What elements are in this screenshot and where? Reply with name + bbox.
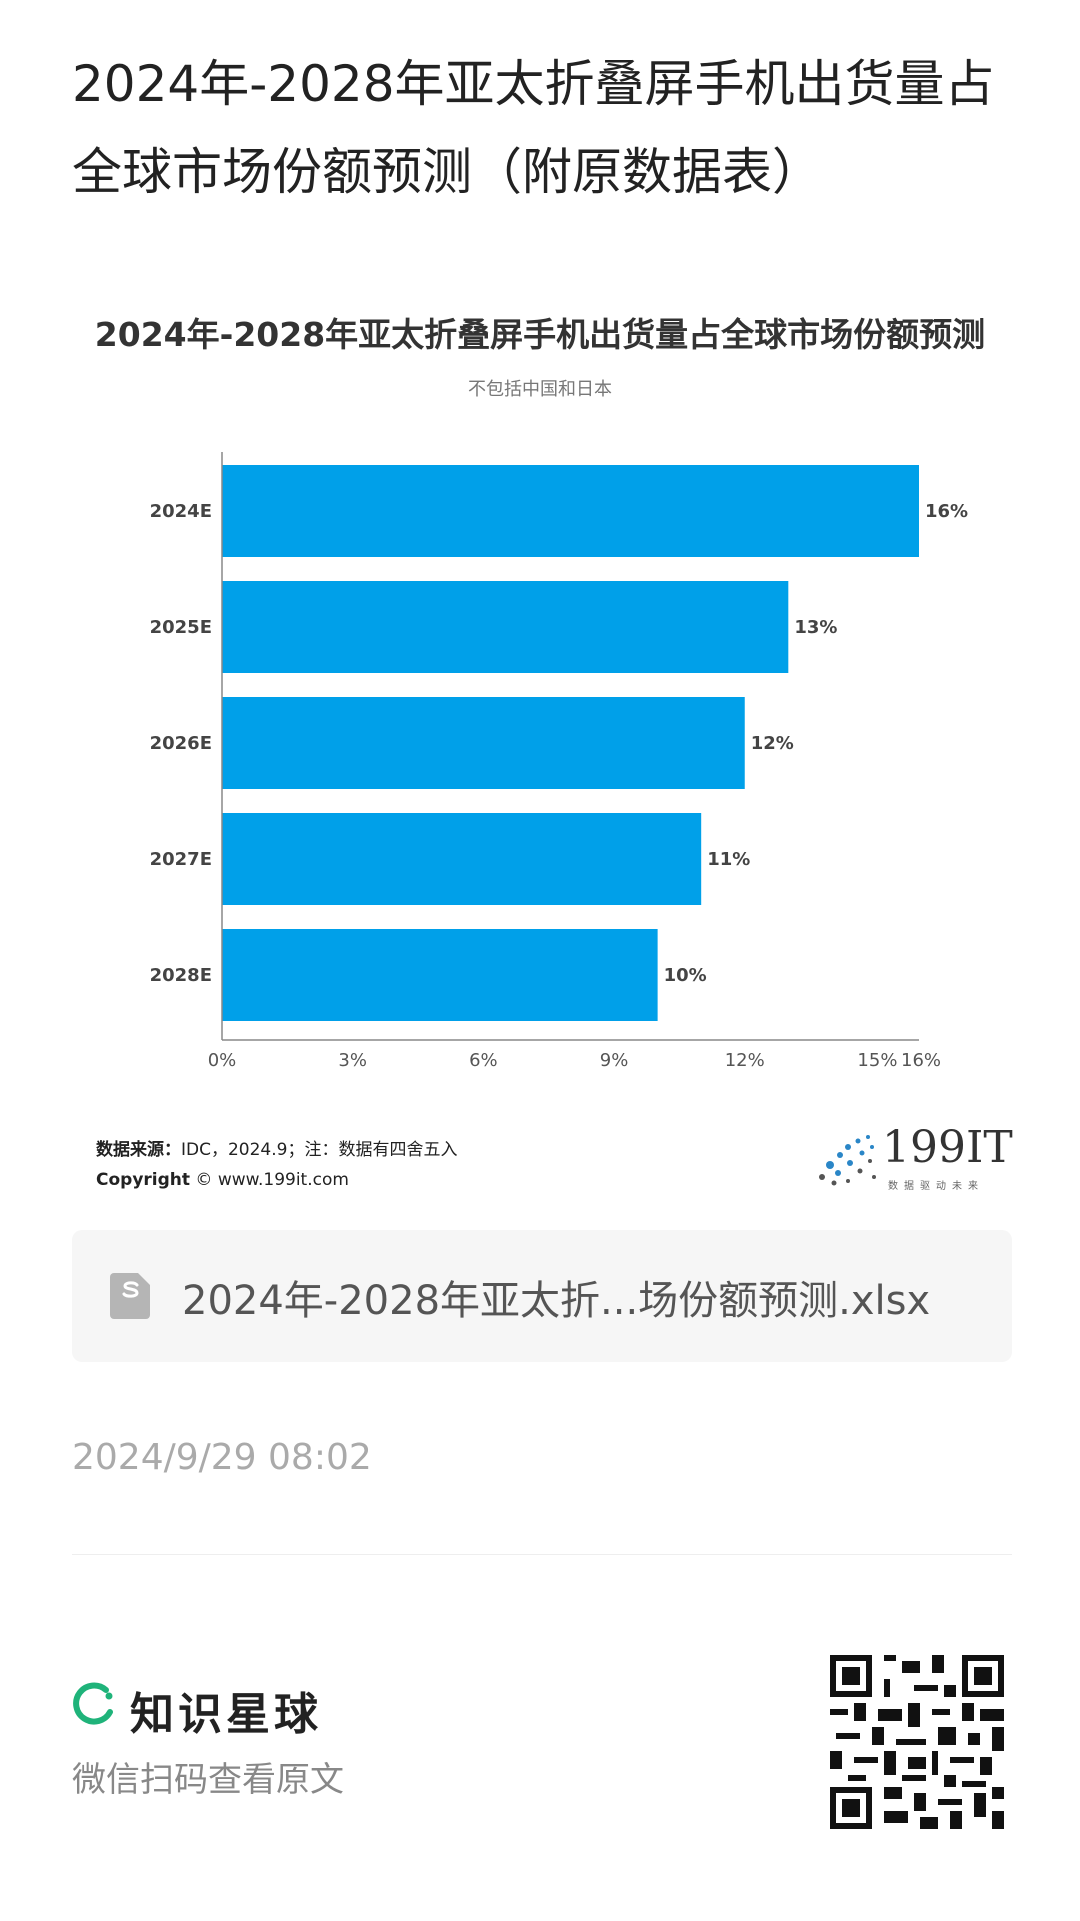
- value-label-2025E: 13%: [794, 617, 837, 638]
- source-text: IDC，2024.9；注：数据有四舍五入: [181, 1140, 458, 1160]
- scan-hint: 微信扫码查看原文: [72, 1760, 344, 1800]
- x-tick-label-3: 9%: [600, 1050, 629, 1071]
- x-tick-label-1: 3%: [338, 1050, 367, 1071]
- bar-2026E: [222, 697, 745, 789]
- value-label-2024E: 16%: [925, 501, 968, 522]
- qr-code-icon[interactable]: [830, 1655, 1004, 1829]
- bar-2028E: [222, 929, 658, 1021]
- x-tick-label-0: 0%: [208, 1050, 237, 1071]
- post-title-line-1: 2024年-2028年亚太折叠屏手机出货量占: [72, 55, 995, 113]
- post-timestamp: 2024/9/29 08:02: [72, 1437, 372, 1478]
- x-tick-label-6: 16%: [901, 1050, 941, 1071]
- category-label-2026E: 2026E: [150, 733, 212, 754]
- x-tick-label-2: 6%: [469, 1050, 498, 1071]
- copyright-label: Copyright: [96, 1170, 191, 1190]
- x-tick-label-5: 15%: [857, 1050, 897, 1071]
- bar-2024E: [222, 465, 919, 557]
- category-label-2024E: 2024E: [150, 501, 212, 522]
- brand-slogan: 数据驱动未来: [888, 1181, 984, 1192]
- bar-chart: 2024E 16% 2025E 13% 2026E 12% 2027E 11% 2028E 10%…: [150, 452, 968, 1071]
- post-title-line-2: 全球市场份额预测（附原数据表）: [72, 143, 822, 201]
- copyright-line: Copyright © www.199it.com: [96, 1165, 457, 1195]
- bar-2027E: [222, 813, 702, 905]
- category-label-2025E: 2025E: [150, 617, 212, 638]
- bar-2025E: [222, 581, 789, 673]
- file-attachment-card[interactable]: 2024年-2028年亚太折...场份额预测.xlsx: [72, 1230, 1012, 1362]
- zsxq-app-name: 知识星球: [130, 1689, 322, 1740]
- value-label-2026E: 12%: [751, 733, 794, 754]
- chart-subtitle: 不包括中国和日本: [468, 379, 612, 400]
- category-label-2027E: 2027E: [150, 849, 212, 870]
- brand-dots-icon: [819, 1135, 876, 1186]
- value-label-2027E: 11%: [707, 849, 750, 870]
- chart-title: 2024年-2028年亚太折叠屏手机出货量占全球市场份额预测: [94, 315, 986, 354]
- source-label: 数据来源：: [96, 1140, 181, 1160]
- post-title: 2024年-2028年亚太折叠屏手机出货量占 全球市场份额预测（附原数据表）: [72, 40, 1012, 216]
- x-tick-label-4: 12%: [725, 1050, 765, 1071]
- brand-name: 199IT: [882, 1122, 1013, 1173]
- category-label-2028E: 2028E: [150, 965, 212, 986]
- file-name: 2024年-2028年亚太折...场份额预测.xlsx: [182, 1278, 931, 1324]
- value-label-2028E: 10%: [664, 965, 707, 986]
- source-line: 数据来源：IDC，2024.9；注：数据有四舍五入: [96, 1135, 457, 1165]
- source-block: 数据来源：IDC，2024.9；注：数据有四舍五入 Copyright © ww…: [96, 1135, 457, 1195]
- divider: [72, 1554, 1012, 1555]
- spreadsheet-file-icon: [110, 1273, 150, 1319]
- copyright-text: © www.199it.com: [195, 1170, 349, 1190]
- zsxq-logo-icon: [73, 1682, 113, 1725]
